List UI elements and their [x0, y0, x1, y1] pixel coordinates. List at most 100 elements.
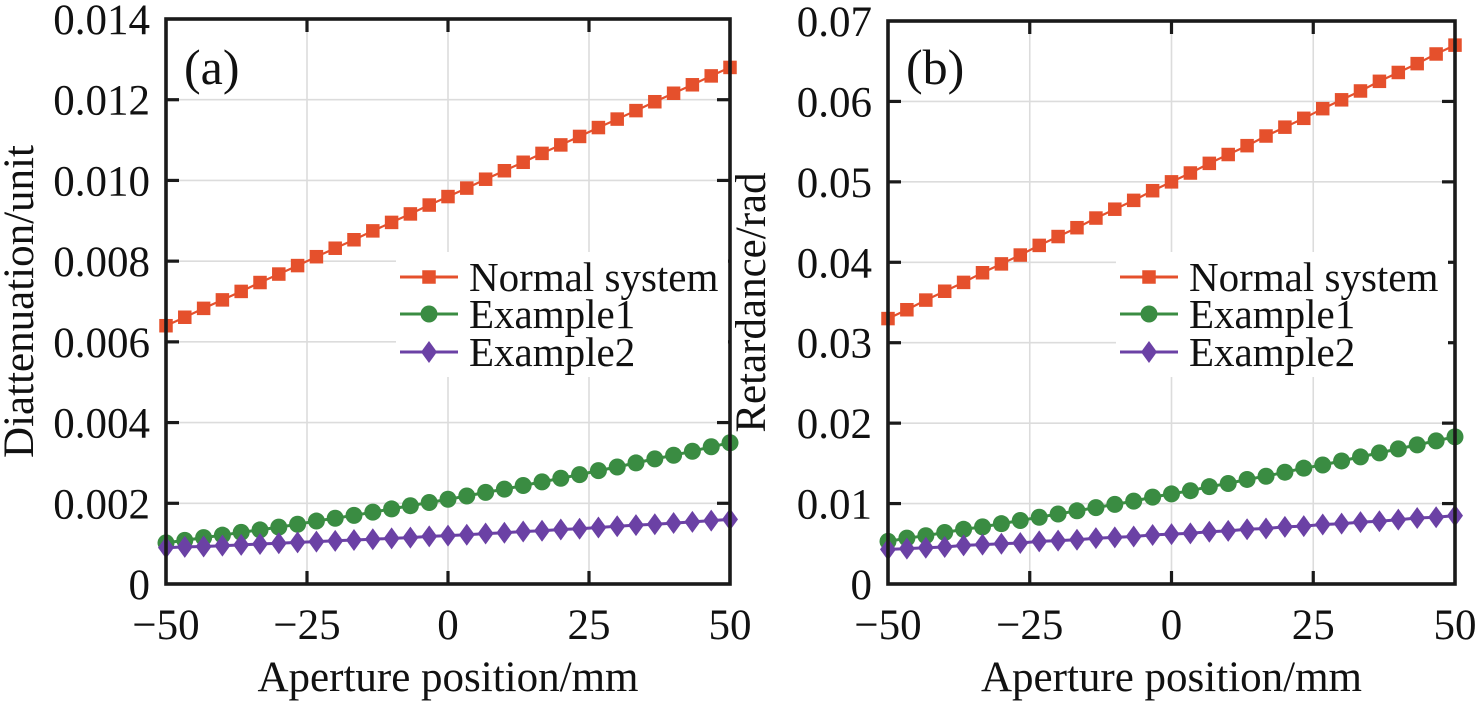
- series-example1: [879, 428, 1464, 550]
- series-marker-diamond: [327, 529, 344, 552]
- series-marker-diamond: [1409, 507, 1426, 530]
- series-marker-circle: [955, 520, 973, 538]
- series-marker-circle: [1140, 305, 1158, 323]
- series-marker-square: [685, 78, 700, 92]
- series-marker-circle: [401, 497, 419, 515]
- series-marker-circle: [270, 518, 288, 536]
- series-marker-diamond: [627, 514, 644, 537]
- series-marker-diamond: [252, 533, 269, 556]
- series-marker-diamond: [993, 532, 1010, 555]
- series-marker-square: [1145, 183, 1160, 198]
- y-tick-label: 0.03: [797, 321, 872, 368]
- series-example2: [880, 504, 1463, 561]
- series-marker-diamond: [1106, 526, 1123, 549]
- series-marker-diamond: [1125, 525, 1142, 548]
- series-marker-circle: [571, 466, 589, 484]
- series-marker-circle: [1200, 478, 1218, 496]
- series-marker-circle: [364, 503, 382, 521]
- x-tick-label: 50: [1434, 602, 1476, 649]
- legend-diamond-marker-icon: [400, 340, 458, 363]
- series-marker-circle: [420, 305, 438, 323]
- y-tick-label: 0.02: [797, 401, 872, 448]
- series-marker-diamond: [477, 522, 494, 545]
- series-marker-circle: [608, 458, 626, 476]
- legend-circle-marker-icon: [400, 305, 458, 323]
- x-tick-label: −50: [854, 602, 921, 649]
- series-marker-circle: [1276, 463, 1294, 481]
- series-marker-square: [1334, 93, 1349, 107]
- series-marker-circle: [1181, 482, 1199, 500]
- series-marker-circle: [1370, 444, 1388, 462]
- y-tick-label: 0.04: [797, 240, 872, 287]
- legend-label: Example2: [1189, 328, 1356, 375]
- series-marker-square: [1240, 138, 1254, 153]
- series-marker-circle: [383, 500, 401, 518]
- legend-label: Normal system: [469, 253, 719, 300]
- y-axis-title: Retardance/rad: [728, 172, 775, 432]
- series-marker-diamond: [936, 536, 953, 559]
- series-marker-circle: [974, 518, 992, 536]
- legend-circle-marker-icon: [1120, 305, 1178, 323]
- series-marker-square: [1391, 65, 1406, 80]
- series-marker-square: [666, 86, 681, 101]
- x-axis-title: Aperture position/mm: [981, 654, 1362, 701]
- legend-diamond-marker-icon: [1120, 340, 1178, 363]
- series-marker-diamond: [270, 532, 287, 555]
- series-marker-square: [290, 258, 305, 273]
- series-marker-circle: [1030, 508, 1048, 526]
- series-marker-square: [919, 293, 933, 307]
- series-marker-square: [328, 241, 342, 255]
- legend-item-normal-system: Normal system: [398, 254, 718, 300]
- y-tick-label: 0.008: [53, 239, 150, 286]
- series-marker-square: [610, 112, 624, 126]
- series-marker-square: [1013, 248, 1028, 262]
- series-marker-circle: [936, 524, 954, 542]
- y-tick-label: 0.014: [53, 0, 150, 44]
- series-marker-circle: [552, 469, 570, 487]
- series-marker-circle: [627, 454, 645, 472]
- series-marker-square: [309, 249, 324, 264]
- series-marker-circle: [420, 493, 438, 511]
- y-tick-label: 0: [851, 562, 873, 609]
- y-tick-label: 0.002: [53, 481, 150, 528]
- series-marker-circle: [1295, 459, 1313, 477]
- plot-box: [886, 19, 1457, 586]
- series-marker-diamond: [214, 534, 231, 557]
- series-marker-square: [422, 270, 436, 284]
- y-tick-label: 0.07: [797, 0, 872, 46]
- x-tick-label: 0: [437, 602, 459, 649]
- series-marker-circle: [477, 483, 495, 501]
- series-marker-diamond: [1352, 511, 1369, 534]
- series-marker-diamond: [1012, 531, 1029, 554]
- series-marker-diamond: [345, 529, 362, 552]
- series-marker-circle: [232, 523, 250, 541]
- series-marker-diamond: [308, 530, 325, 553]
- series-marker-square: [1353, 84, 1368, 98]
- series-marker-diamond: [684, 510, 701, 533]
- series-marker-diamond: [1087, 527, 1104, 550]
- y-tick-label: 0.010: [53, 158, 150, 205]
- series-marker-square: [1429, 47, 1443, 61]
- y-tick-label: 0.01: [797, 482, 872, 529]
- series-marker-circle: [992, 515, 1010, 533]
- legend-item-example1: Example1: [398, 291, 718, 337]
- series-marker-diamond: [1428, 506, 1445, 529]
- series-marker-circle: [1106, 495, 1124, 513]
- x-tick-label: 0: [1161, 602, 1183, 649]
- series-marker-circle: [1219, 474, 1237, 492]
- legend-square-marker-icon: [1120, 270, 1178, 284]
- series-marker-diamond: [1333, 512, 1350, 535]
- series-marker-square: [956, 275, 971, 290]
- series-marker-circle: [495, 480, 513, 498]
- series-marker-square: [478, 172, 493, 186]
- series-marker-square: [1164, 175, 1179, 189]
- series-marker-circle: [1427, 432, 1445, 450]
- legend-item-example2: Example2: [1118, 329, 1438, 375]
- series-marker-diamond: [1068, 528, 1085, 551]
- legend-label: Normal system: [1189, 253, 1439, 300]
- series-marker-square: [1259, 129, 1273, 143]
- series-marker-square: [497, 163, 512, 178]
- series-marker-circle: [345, 506, 363, 524]
- series-marker-circle: [1011, 511, 1029, 529]
- series-marker-square: [648, 94, 662, 109]
